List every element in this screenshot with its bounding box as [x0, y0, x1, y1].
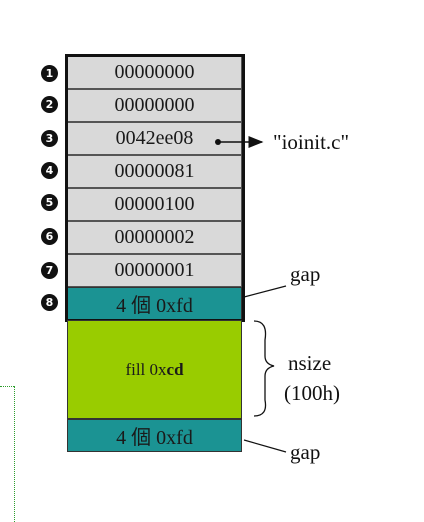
- header-cell-1: 00000000: [67, 56, 242, 89]
- fill-label-prefix: fill 0x: [125, 359, 167, 379]
- marker-8: 8: [41, 294, 58, 311]
- marker-7: 7: [41, 262, 58, 279]
- gap-top-leader: [243, 285, 287, 298]
- header-cell-5: 00000100: [67, 188, 242, 221]
- marker-1: 1: [41, 65, 58, 82]
- dotted-frame-top: [0, 386, 14, 387]
- fill-cell: fill 0x cd: [67, 320, 242, 419]
- header-cell-7: 00000001: [67, 254, 242, 287]
- gap-top-label: gap: [290, 262, 321, 286]
- dotted-frame-side: [14, 386, 15, 522]
- header-cell-3: 0042ee08: [67, 122, 242, 155]
- nsize-label: nsize: [288, 351, 332, 375]
- gap-cell-top: 4 個 0xfd: [67, 287, 242, 320]
- header-cell-6: 00000002: [67, 221, 242, 254]
- gap-bottom-leader: [243, 439, 287, 453]
- gap-cell-bottom: 4 個 0xfd: [67, 419, 242, 452]
- fill-label-bold: cd: [166, 359, 184, 379]
- filename-label: "ioinit.c": [273, 130, 350, 154]
- marker-6: 6: [41, 228, 58, 245]
- gap-bottom-label: gap: [290, 440, 321, 464]
- marker-2: 2: [41, 96, 58, 113]
- marker-3: 3: [41, 130, 58, 147]
- nsize-value-label: (100h): [284, 381, 340, 405]
- nsize-brace: [253, 320, 275, 417]
- marker-5: 5: [41, 194, 58, 211]
- header-cell-2: 00000000: [67, 89, 242, 122]
- marker-4: 4: [41, 162, 58, 179]
